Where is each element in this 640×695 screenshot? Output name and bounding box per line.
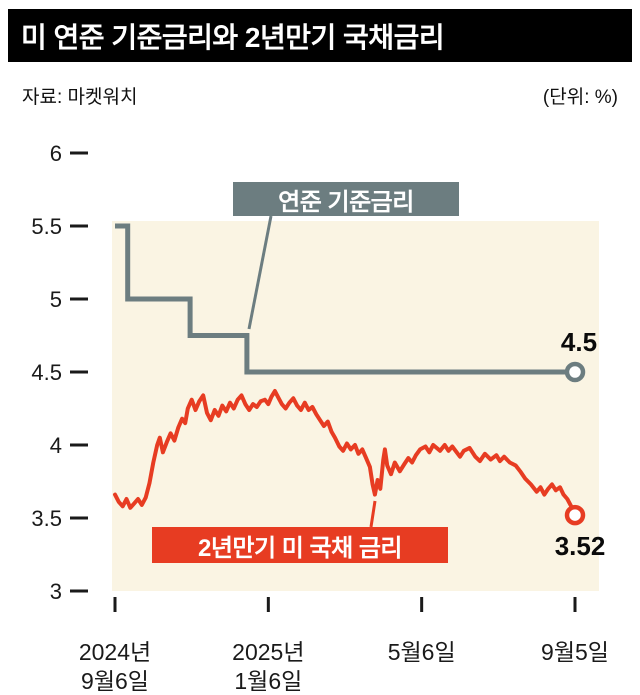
fed-end-value-label: 4.5 [560, 327, 598, 357]
y-tick-label: 5.5 [31, 214, 62, 239]
y-axis: 6 5.5 5 4.5 4 3.5 3 [31, 141, 88, 604]
x-tick-label: 2025년 [232, 639, 304, 665]
x-tick-label: 9월6일 [81, 668, 149, 694]
page-title: 미 연준 기준금리와 2년만기 국채금리 [21, 21, 445, 53]
x-tick-label: 1월6일 [234, 668, 302, 694]
y-tick-label: 3 [50, 579, 62, 604]
meta-row: 자료: 마켓워치 (단위: %) [0, 82, 640, 110]
y-tick-label: 4.5 [31, 360, 62, 385]
y-tick-label: 3.5 [31, 506, 62, 531]
x-tick-label: 2024년 [79, 639, 151, 665]
source-label: 자료: 마켓워치 [22, 87, 138, 108]
fed-end-marker [564, 361, 586, 383]
x-tick-label: 5월6일 [388, 639, 456, 665]
treasury-yield-callout: 2년만기 미 국채 금리 [152, 527, 448, 563]
fed-callout-connector [247, 215, 273, 330]
x-tick-label: 9월5일 [541, 639, 609, 665]
y-tick-label: 5 [50, 287, 62, 312]
unit-label: (단위: %) [542, 87, 618, 108]
treasury-end-marker [564, 504, 586, 526]
treasury-callout-connector [369, 500, 377, 528]
fed-rate-callout: 연준 기준금리 [233, 182, 459, 216]
y-tick-label: 4 [50, 433, 62, 458]
y-tick-label: 6 [50, 141, 62, 166]
title-bar: 미 연준 기준금리와 2년만기 국채금리 [8, 9, 632, 62]
x-axis: 2024년 9월6일 2025년 1월6일 5월6일 9월5일 [79, 597, 609, 694]
treasury-yield-line [113, 389, 577, 518]
treasury-end-value-label: 3.52 [554, 531, 606, 561]
fed-rate-line [115, 223, 575, 375]
